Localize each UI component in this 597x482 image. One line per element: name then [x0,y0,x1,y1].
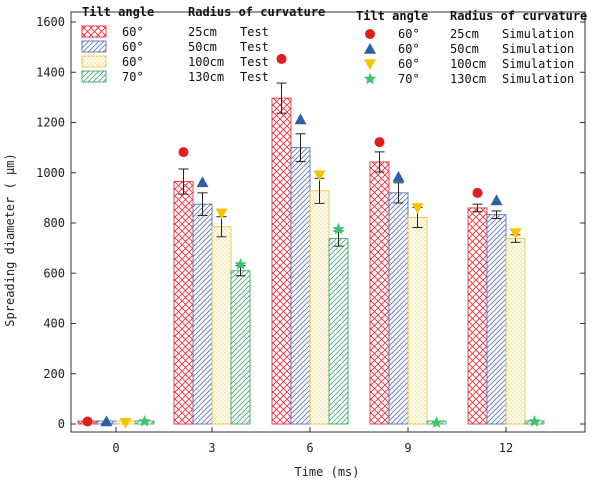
legend-test-kind: Test [240,70,269,84]
legend-simulation: Tilt angle Radius of curvature 60° 25cm Simu… [356,9,587,86]
legend-sim-radius: 130cm [450,72,486,86]
y-tick-label: 200 [43,367,65,381]
sim-marker-triangle-down [411,203,424,214]
sim-marker-circle [82,416,93,427]
plot-frame [70,11,586,433]
legend-test: Tilt angle Radius of curvature 60° 25cm Test… [81,5,325,84]
legend-test-tilt: 70° [122,70,144,84]
y-tick-label: 0 [58,417,65,431]
legend-test-swatch [81,25,107,38]
sim-marker-circle [276,53,287,64]
sim-marker-triangle [100,415,113,427]
legend-test-header-radius: Radius of curvature [188,5,325,19]
bar [467,207,488,425]
legend-sim-tilt: 70° [398,72,420,86]
bar [173,181,194,425]
x-tick-label: 12 [499,441,513,455]
y-tick-label: 1600 [36,15,65,29]
bar [230,270,251,425]
sim-marker-star [234,257,247,270]
sim-marker-star [430,416,443,428]
sim-marker-star [138,414,151,427]
bar [309,190,330,425]
y-tick-label: 800 [43,216,65,230]
y-axis-label: Spreading diameter ( μm) [3,153,17,326]
sim-marker-triangle [392,171,405,182]
legend-test-radius: 50cm [188,40,217,54]
sim-marker-circle [472,187,483,198]
legend-test-radius: 25cm [188,25,217,39]
data-marks [77,53,545,429]
sim-marker-triangle-down [313,170,326,182]
legend-test-tilt: 60° [122,25,144,39]
sim-marker-circle [374,137,385,148]
legend-sim-kind: Simulation [502,72,574,86]
legend-sim-header-tilt: Tilt angle [356,9,428,23]
bar [407,217,428,425]
legend-sim-header-radius: Radius of curvature [450,9,587,23]
legend-sim-marker [364,43,376,54]
legend-sim-marker [365,29,375,39]
legend-test-tilt: 60° [122,40,144,54]
sim-marker-triangle-down [119,417,132,429]
sim-marker-triangle-down [215,208,228,220]
axes: 0 200 400 600 800 1000 1200 1400 1600 0 3 6 9 12 [36,11,586,455]
legend-sim-radius: 25cm [450,27,479,41]
legend-sim-tilt: 60° [398,27,420,41]
y-tick-label: 400 [43,317,65,331]
sim-marker-triangle [294,113,307,125]
bar [271,97,292,425]
y-tick-label: 1400 [36,65,65,79]
sim-marker-circle [178,147,189,158]
x-tick-label: 6 [306,441,313,455]
legend-test-radius: 100cm [188,55,224,69]
legend-test-tilt: 60° [122,55,144,69]
y-tick-label: 1200 [36,116,65,130]
legend-test-swatch [81,70,107,83]
legend-test-header-tilt: Tilt angle [82,5,154,19]
x-tick-label: 0 [112,441,119,455]
x-tick-label: 9 [404,441,411,455]
x-axis-label: Time (ms) [294,465,359,479]
legend-sim-kind: Simulation [502,27,574,41]
bar [328,238,349,425]
sim-marker-triangle [196,176,209,188]
sim-marker-star [528,414,541,427]
sim-marker-triangle-down [509,228,522,240]
bar [505,238,526,425]
bar [290,147,311,425]
bar [192,203,213,425]
legend-sim-radius: 100cm [450,57,486,71]
legend-test-kind: Test [240,40,269,54]
legend-test-swatch [81,40,107,53]
legend-test-kind: Test [240,55,269,69]
sim-marker-triangle [490,194,503,206]
legend-sim-marker [363,72,377,85]
legend-sim-tilt: 60° [398,57,420,71]
bar [486,214,507,425]
bar [211,226,232,425]
legend-test-kind: Test [240,25,269,39]
legend-sim-kind: Simulation [502,42,574,56]
x-tick-label: 3 [208,441,215,455]
legend-test-radius: 130cm [188,70,224,84]
bar [388,192,409,425]
legend-test-swatch [81,55,107,68]
y-tick-label: 1000 [36,166,65,180]
legend-sim-tilt: 60° [398,42,420,56]
legend-sim-marker [364,59,376,70]
sim-marker-star [332,222,345,235]
legend-sim-kind: Simulation [502,57,574,71]
legend-sim-radius: 50cm [450,42,479,56]
y-tick-label: 600 [43,266,65,280]
bar [369,161,390,425]
